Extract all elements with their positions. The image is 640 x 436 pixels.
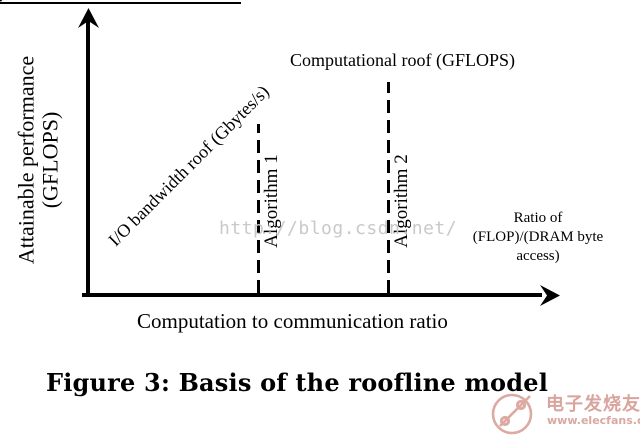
y-axis (86, 20, 90, 295)
x-axis-label: Computation to communication ratio (137, 309, 448, 333)
y-axis-label-line1: Attainable performance (13, 55, 39, 265)
csdn-blog-watermark: http://blog.csdn.net/ (219, 218, 458, 239)
figure-caption: Figure 3: Basis of the roofline model (46, 368, 549, 397)
y-axis-label: Attainable performance (GFLOPS) (13, 55, 62, 265)
elecfans-watermark: 电子发烧友 www.elecfans.com (490, 388, 640, 436)
ratio-annotation: Ratio of (FLOP)/(DRAM byte access) (457, 209, 619, 267)
elecfans-logo-icon (491, 393, 533, 435)
algorithm-2-dashed-line (387, 82, 390, 293)
x-axis-arrowhead-icon (540, 285, 560, 306)
elecfans-url-text: www.elecfans.com (547, 414, 640, 427)
computational-roof-label: Computational roof (GFLOPS) (290, 50, 515, 70)
x-axis (82, 293, 542, 297)
algorithm-1-dashed-line (257, 124, 260, 293)
ratio-annotation-line1: Ratio of (513, 210, 563, 226)
y-axis-label-line2: (GFLOPS) (37, 111, 62, 209)
ratio-annotation-line2: (FLOP)/(DRAM byte (472, 229, 604, 246)
ratio-annotation-line3: access) (516, 248, 560, 265)
computational-roof-line (0, 2, 241, 4)
elecfans-name-text: 电子发烧友 (546, 394, 640, 415)
y-axis-arrowhead-icon (78, 8, 99, 28)
